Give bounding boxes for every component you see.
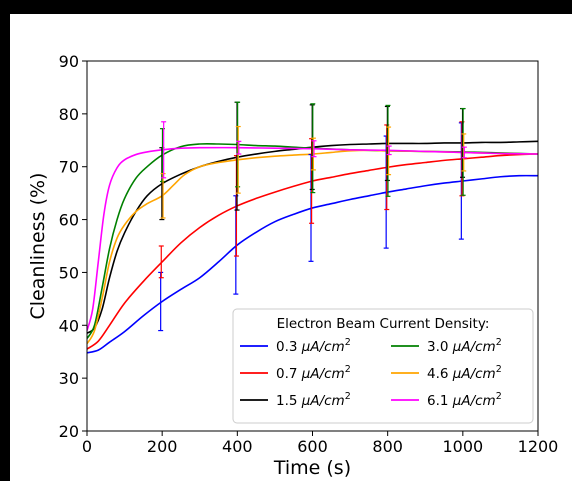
x-tick-label: 800 (372, 437, 403, 456)
axes-layer: 0 200 400 600 800 1000 1200 20 30 40 50 60 70 80 90 (59, 52, 559, 456)
legend-label: 0.3 μA/cm2 (276, 337, 351, 355)
legend-label: 0.7 μA/cm2 (276, 364, 351, 382)
x-tick-label: 1200 (518, 437, 559, 456)
x-tick-label: 400 (222, 437, 253, 456)
x-tick-label: 600 (297, 437, 328, 456)
x-tick-label: 200 (147, 437, 178, 456)
plot-area (86, 60, 539, 432)
legend: Electron Beam Current Density: 0.3 μA/cm… (232, 308, 534, 424)
y-tick-label: 90 (59, 52, 79, 71)
y-tick-label: 60 (59, 211, 79, 230)
legend-label: 1.5 μA/cm2 (276, 391, 351, 409)
y-tick-label: 70 (59, 158, 79, 177)
series-line-5 (87, 146, 538, 331)
legend-label: 6.1 μA/cm2 (427, 391, 502, 409)
x-tick-label: 1000 (442, 437, 483, 456)
y-tick-label: 30 (59, 369, 79, 388)
legend-label: 4.6 μA/cm2 (427, 364, 502, 382)
x-tick-label: 0 (82, 437, 92, 456)
legend-title: Electron Beam Current Density: (277, 316, 490, 332)
y-tick-label: 20 (59, 422, 79, 441)
y-tick-label: 80 (59, 105, 79, 124)
y-tick-label: 50 (59, 263, 79, 282)
error-bar-layer (158, 101, 467, 332)
series-layer (87, 140, 538, 354)
legend-box (232, 308, 534, 424)
y-tick-label: 40 (59, 316, 79, 335)
y-axis-title: Cleanliness (%) (27, 173, 49, 320)
legend-label: 3.0 μA/cm2 (427, 337, 502, 355)
x-axis-title: Time (s) (273, 457, 351, 479)
series-line-2 (87, 140, 538, 334)
